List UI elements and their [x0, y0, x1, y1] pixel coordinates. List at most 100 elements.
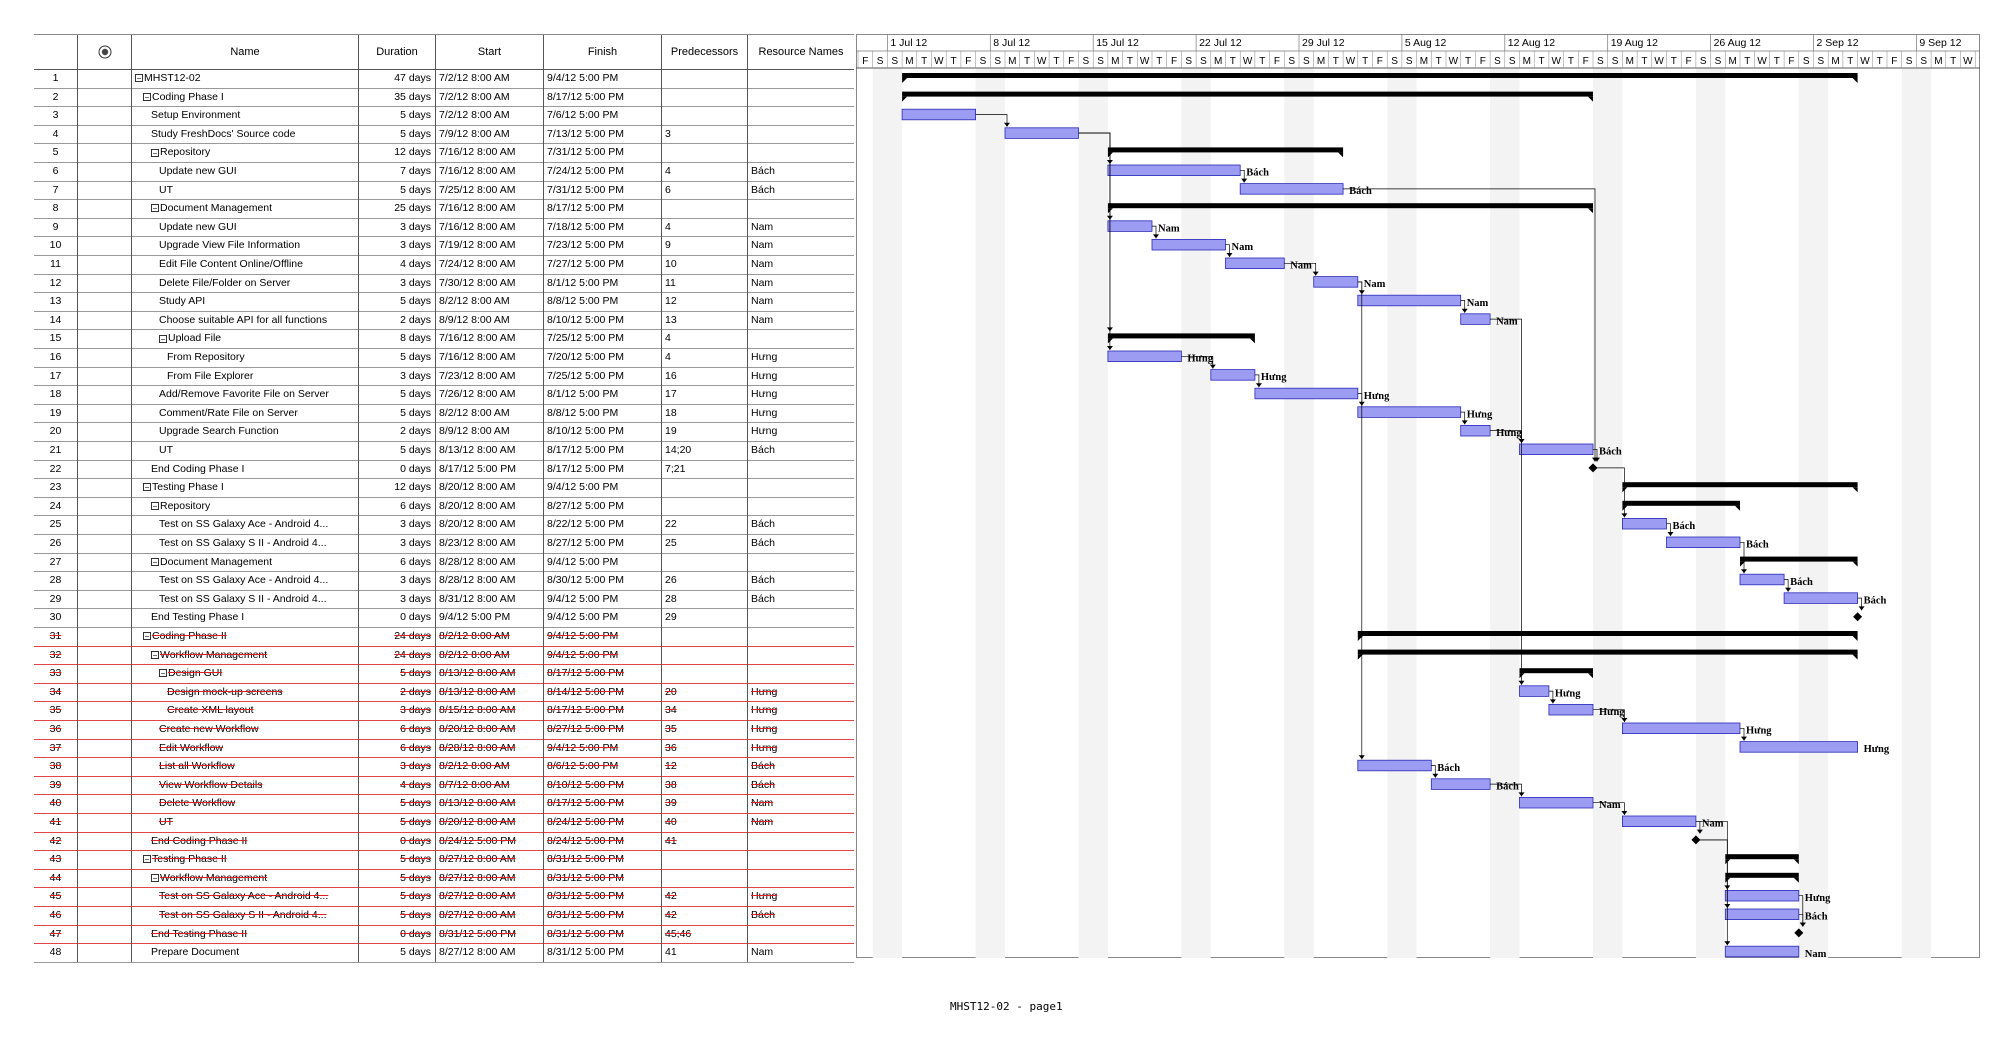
task-resource [748, 646, 854, 665]
task-duration: 35 days [359, 87, 436, 107]
table-row[interactable]: 21 UT 5 days 8/13/12 8:00 AM 8/17/12 5:00 PM… [34, 441, 854, 461]
table-row[interactable]: 34 Design mock-up screens 2 days 8/13/12 8:… [34, 682, 854, 703]
task-predecessors: 13 [662, 310, 748, 330]
task-predecessors: 11 [662, 273, 748, 293]
table-row[interactable]: 15 − Upload File 8 days 7/16/12 8:00 AM 7/25/… [34, 329, 854, 349]
table-row[interactable]: 48 Prepare Document 5 days 8/27/12 8:00 AM 8… [34, 943, 854, 963]
task-name: − Upload File [132, 329, 359, 348]
collapse-toggle-icon[interactable]: − [151, 557, 159, 567]
table-row[interactable]: 1 − MHST12-02 47 days 7/2/12 8:00 AM 9/4/12 5… [34, 69, 854, 89]
table-row[interactable]: 10 Upgrade View File Information 3 days 7/1… [34, 236, 854, 256]
table-row[interactable]: 8 − Document Management 25 days 7/16/12 8:00… [34, 199, 854, 219]
table-row[interactable]: 31 − Coding Phase II 24 days 8/2/12 8:00 AM 9… [34, 627, 854, 647]
table-row[interactable]: 6 Update new GUI 7 days 7/16/12 8:00 AM 7/24… [34, 162, 854, 182]
table-row[interactable]: 16 From Repository 5 days 7/16/12 8:00 AM 7/… [34, 348, 854, 368]
table-row[interactable]: 26 Test on SS Galaxy S II - Android 4... 3… [34, 534, 854, 554]
page-footer: MHST12-02 - page1 [950, 1000, 1063, 1013]
collapse-toggle-icon[interactable]: − [151, 502, 159, 512]
task-indicator [78, 720, 132, 739]
collapse-toggle-icon[interactable]: − [159, 334, 167, 344]
task-id: 10 [34, 236, 78, 255]
summary-bar-right-cap [1852, 78, 1858, 83]
week-label: 1 Jul 12 [890, 37, 927, 49]
table-row[interactable]: 43 − Testing Phase II 5 days 8/27/12 8:00 AM… [34, 850, 854, 870]
table-row[interactable]: 36 Create new Workflow 6 days 8/20/12 8:00 … [34, 720, 854, 740]
dependency-arrowhead [1549, 699, 1556, 704]
table-row[interactable]: 5 − Repository 12 days 7/16/12 8:00 AM 7/31/1… [34, 143, 854, 163]
table-row[interactable]: 7 UT 5 days 7/25/12 8:00 AM 7/31/12 5:00 PM 6… [34, 180, 854, 201]
dependency-link [1740, 541, 1745, 574]
table-row[interactable]: 46 Test on SS Galaxy S II - Android 4... 5… [34, 906, 854, 926]
task-start: 7/26/12 8:00 AM [436, 385, 544, 404]
table-row[interactable]: 44 − Workflow Management 5 days 8/27/12 8:00… [34, 868, 854, 889]
task-predecessors-text: 20 [665, 685, 677, 698]
header-info[interactable] [78, 35, 132, 69]
task-finish: 7/25/12 5:00 PM [544, 329, 662, 348]
table-row[interactable]: 40 Delete Workflow 5 days 8/13/12 8:00 AM 8/… [34, 794, 854, 814]
dependency-link [1593, 802, 1625, 815]
table-row[interactable]: 32 − Workflow Management 24 days 8/2/12 8:00… [34, 645, 854, 666]
table-row[interactable]: 33 − Design GUI 5 days 8/13/12 8:00 AM 8/17/1… [34, 664, 854, 684]
task-predecessors [662, 627, 748, 646]
task-start-text: 8/20/12 8:00 AM [439, 499, 516, 512]
table-row[interactable]: 4 Study FreshDocs' Source code 5 days 7/9/1… [34, 124, 854, 145]
task-start: 8/2/12 8:00 AM [436, 645, 544, 665]
header-finish[interactable]: Finish [544, 35, 662, 69]
table-row[interactable]: 17 From File Explorer 3 days 7/23/12 8:00 A… [34, 366, 854, 387]
header-start[interactable]: Start [436, 35, 544, 69]
table-row[interactable]: 38 List all Workflow 3 days 8/2/12 8:00 AM 8… [34, 757, 854, 777]
table-row[interactable]: 14 Choose suitable API for all functions 2… [34, 310, 854, 331]
collapse-toggle-icon[interactable]: − [159, 669, 167, 679]
table-row[interactable]: 47 End Testing Phase II 0 days 8/31/12 5:00… [34, 924, 854, 945]
table-row[interactable]: 11 Edit File Content Online/Offline 4 days… [34, 255, 854, 275]
table-row[interactable]: 23 − Testing Phase I 12 days 8/20/12 8:00 AM… [34, 478, 854, 498]
table-row[interactable]: 27 − Document Management 6 days 8/28/12 8:00… [34, 552, 854, 573]
table-row[interactable]: 9 Update new GUI 3 days 7/16/12 8:00 AM 7/18… [34, 217, 854, 238]
resource-label: Bách [1864, 595, 1887, 606]
table-row[interactable]: 19 Comment/Rate File on Server 5 days 8/2/1… [34, 403, 854, 424]
task-predecessors [662, 868, 748, 888]
collapse-toggle-icon[interactable]: − [143, 92, 151, 102]
table-row[interactable]: 20 Upgrade Search Function 2 days 8/9/12 8:… [34, 422, 854, 442]
collapse-toggle-icon[interactable]: − [135, 74, 143, 84]
table-row[interactable]: 25 Test on SS Galaxy Ace - Android 4... 3 … [34, 515, 854, 535]
header-predecessors[interactable]: Predecessors [662, 35, 748, 69]
table-row[interactable]: 41 UT 5 days 8/20/12 8:00 AM 8/24/12 5:00 PM… [34, 813, 854, 833]
header-resource-names[interactable]: Resource Names [758, 46, 844, 58]
table-row[interactable]: 29 Test on SS Galaxy S II - Android 4... 3… [34, 589, 854, 610]
task-name: − Testing Phase I [132, 478, 359, 497]
table-row[interactable]: 30 End Testing Phase I 0 days 9/4/12 5:00 P… [34, 608, 854, 628]
table-row[interactable]: 3 Setup Environment 5 days 7/2/12 8:00 AM 7/… [34, 106, 854, 126]
table-row[interactable]: 37 Edit Workflow 6 days 8/28/12 8:00 AM 9/4/… [34, 738, 854, 759]
table-row[interactable]: 18 Add/Remove Favorite File on Server 5 da… [34, 385, 854, 405]
dependency-link [1240, 169, 1245, 183]
table-row[interactable]: 2 − Coding Phase I 35 days 7/2/12 8:00 AM 8/1… [34, 87, 854, 108]
collapse-toggle-icon[interactable]: − [143, 632, 151, 642]
collapse-toggle-icon[interactable]: − [143, 483, 151, 493]
task-predecessors-text: 4 [665, 332, 671, 345]
table-row[interactable]: 22 End Coding Phase I 0 days 8/17/12 5:00 P… [34, 459, 854, 480]
table-row[interactable]: 42 End Coding Phase II 0 days 8/24/12 5:00 … [34, 831, 854, 852]
table-row[interactable]: 39 View Workflow Details 4 days 8/7/12 8:00… [34, 775, 854, 796]
table-row[interactable]: 45 Test on SS Galaxy Ace - Android 4... 5 … [34, 887, 854, 907]
task-predecessors: 9 [662, 236, 748, 255]
task-finish: 8/31/12 5:00 PM [544, 943, 662, 962]
day-label: W [1552, 56, 1562, 67]
collapse-toggle-icon[interactable]: − [151, 204, 159, 214]
task-finish: 8/10/12 5:00 PM [544, 422, 662, 441]
day-label: T [1259, 56, 1265, 67]
collapse-toggle-icon[interactable]: − [143, 855, 151, 865]
task-indicator [78, 496, 132, 516]
table-row[interactable]: 35 Create XML layout 3 days 8/15/12 8:00 AM… [34, 701, 854, 721]
table-row[interactable]: 13 Study API 5 days 8/2/12 8:00 AM 8/8/12 5:… [34, 292, 854, 312]
table-row[interactable]: 12 Delete File/Folder on Server 3 days 7/30… [34, 273, 854, 294]
task-id: 45 [34, 887, 78, 906]
collapse-toggle-icon[interactable]: − [151, 650, 159, 660]
table-row[interactable]: 28 Test on SS Galaxy Ace - Android 4... 3 … [34, 571, 854, 591]
collapse-toggle-icon[interactable]: − [151, 148, 159, 158]
task-id-text: 14 [49, 313, 62, 326]
header-duration[interactable]: Duration [359, 35, 436, 69]
header-name[interactable]: Name [132, 35, 359, 69]
table-row[interactable]: 24 − Repository 6 days 8/20/12 8:00 AM 8/27/1… [34, 496, 854, 517]
collapse-toggle-icon[interactable]: − [151, 874, 159, 884]
